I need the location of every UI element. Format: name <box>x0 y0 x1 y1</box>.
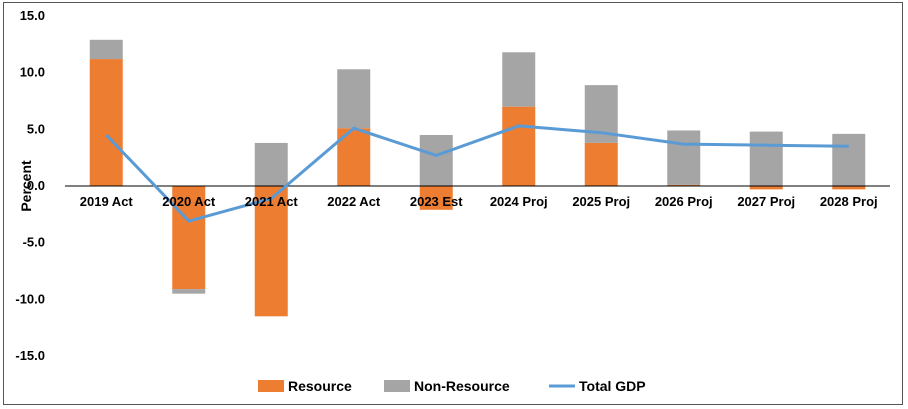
bar-resource-5 <box>502 106 536 186</box>
y-tick-label: -15.0 <box>15 348 45 363</box>
bar-non-resource-2 <box>254 142 288 186</box>
x-tick-label: 2019 Act <box>80 194 134 209</box>
legend-swatch-non-resource <box>384 380 410 392</box>
bar-non-resource-0 <box>89 39 123 60</box>
bar-resource-1 <box>172 186 206 290</box>
bar-non-resource-4 <box>419 135 453 186</box>
bar-non-resource-1 <box>172 289 206 294</box>
chart-frame <box>3 2 903 405</box>
bar-non-resource-9 <box>832 133 866 186</box>
bar-non-resource-3 <box>337 69 371 129</box>
bars-layer <box>89 39 866 317</box>
bar-resource-9 <box>832 186 866 190</box>
x-tick-label: 2021 Act <box>245 194 299 209</box>
bar-resource-8 <box>749 186 783 190</box>
bar-resource-6 <box>584 142 618 186</box>
x-tick-label: 2020 Act <box>162 194 216 209</box>
bar-resource-7 <box>667 184 701 186</box>
y-axis-label: Percent <box>18 160 34 212</box>
y-tick-label: 5.0 <box>27 121 45 136</box>
y-tick-label: -5.0 <box>23 235 45 250</box>
tick-labels: 15.0 10.0 5.0 0.0 -5.0 -10.0 -15.0 2019 Act 2020… <box>15 8 877 363</box>
bar-resource-0 <box>89 59 123 186</box>
line-layer <box>105 124 849 223</box>
y-tick-label: 15.0 <box>20 8 45 23</box>
x-tick-label: 2028 Proj <box>820 194 878 209</box>
legend-swatch-resource <box>258 380 284 392</box>
x-tick-label: 2022 Act <box>327 194 381 209</box>
bar-resource-4 <box>419 186 453 210</box>
bar-non-resource-5 <box>502 52 536 107</box>
line-total-gdp <box>105 124 849 223</box>
y-tick-label: 10.0 <box>20 65 45 80</box>
y-tick-label: 0.0 <box>27 178 45 193</box>
bar-non-resource-8 <box>749 131 783 186</box>
legend-label: Non-Resource <box>414 378 510 394</box>
x-tick-label: 2026 Proj <box>655 194 713 209</box>
x-tick-label: 2027 Proj <box>737 194 795 209</box>
x-tick-label: 2024 Proj <box>490 194 548 209</box>
legend-label: Total GDP <box>579 378 646 394</box>
x-tick-label: 2025 Proj <box>572 194 630 209</box>
legend: Resource Non-Resource Total GDP <box>258 378 646 394</box>
bar-resource-2 <box>254 186 288 317</box>
legend-label: Resource <box>288 378 352 394</box>
x-tick-label: 2023 Est <box>410 194 463 209</box>
bar-non-resource-7 <box>667 130 701 185</box>
y-tick-label: -10.0 <box>15 291 45 306</box>
